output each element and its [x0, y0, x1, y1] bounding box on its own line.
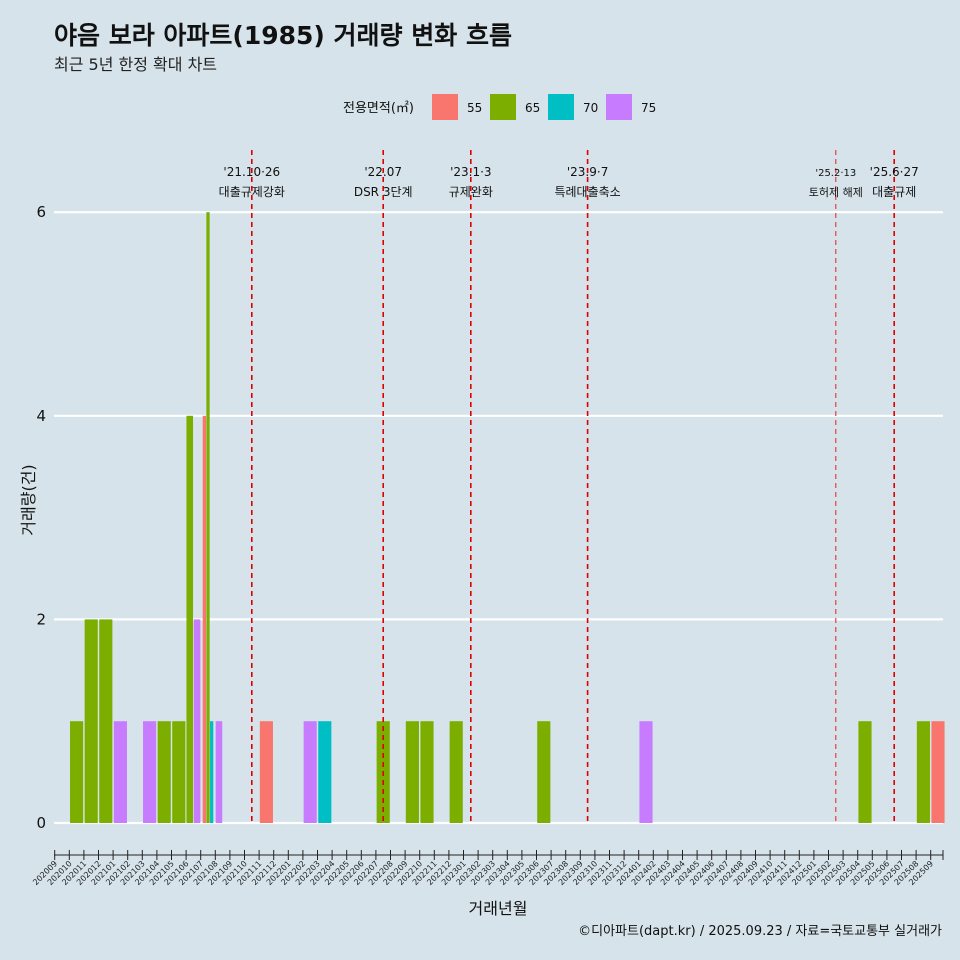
bar-75-202108 — [215, 721, 223, 823]
x-axis-title: 거래년월 — [469, 899, 528, 918]
bar-65-202212 — [449, 721, 463, 823]
bar-70-202107 — [210, 721, 214, 823]
y-axis-title: 거래량(건) — [19, 464, 38, 535]
annotation-label: DSR 3단계 — [354, 185, 413, 199]
bar-65-202306 — [537, 721, 551, 823]
annotation-label: 토허제 해제 — [809, 185, 863, 199]
bar-65-202010 — [70, 721, 84, 823]
bar-65-202210 — [420, 721, 434, 823]
annotation-date: '22.07 — [364, 165, 402, 179]
legend-key-55 — [432, 94, 458, 120]
legend-key-65 — [490, 94, 516, 120]
y-tick-label: 2 — [36, 610, 46, 628]
legend-key-75 — [606, 94, 632, 120]
annotation-label: 대출규제 — [872, 185, 916, 199]
x-axis: 2020092020102020112020122021012021022021… — [31, 850, 944, 887]
bar-65-202104 — [157, 721, 171, 823]
bar-75-202106 — [193, 619, 201, 823]
bar-70-202203 — [318, 721, 332, 823]
bar-75-202202 — [303, 721, 317, 823]
chart-title: 야음 보라 아파트(1985) 거래량 변화 흐름 — [54, 21, 512, 50]
annotation-label: 특례대출축소 — [554, 185, 620, 199]
bar-55-202509 — [931, 721, 945, 823]
legend: 전용면적(㎡) 55 65 70 75 — [343, 94, 656, 120]
legend-label-70: 70 — [583, 101, 598, 115]
legend-label-65: 65 — [525, 101, 540, 115]
y-axis: 0 2 4 6 — [36, 203, 46, 832]
legend-key-70 — [548, 94, 574, 120]
bar-65-202504 — [858, 721, 872, 823]
annotation-date: '25.2·13 — [815, 168, 856, 179]
legend-label-55: 55 — [467, 101, 482, 115]
bar-65-202106 — [186, 415, 194, 823]
y-tick-label: 0 — [36, 814, 46, 832]
annotation-date: '23.1·3 — [450, 165, 491, 179]
annotation-date: '21.10·26 — [223, 165, 280, 179]
bar-65-202209 — [405, 721, 419, 823]
annotation-date: '25.6·27 — [870, 165, 919, 179]
annotation-date: '23.9·7 — [567, 165, 608, 179]
bar-55-202111 — [259, 721, 273, 823]
grid — [54, 211, 943, 825]
bar-65-202107 — [206, 212, 210, 823]
bar-75-202103 — [143, 721, 157, 823]
annotations: '21.10·26 대출규제강화 '22.07 DSR 3단계 '23.1·3 규제완화 '… — [219, 150, 919, 823]
annotation-label: 대출규제강화 — [219, 185, 285, 199]
annotation-label: 규제완화 — [449, 185, 493, 199]
bar-65-202508 — [916, 721, 930, 823]
bar-65-202011 — [84, 619, 98, 823]
legend-label-75: 75 — [641, 101, 656, 115]
y-tick-label: 6 — [36, 203, 46, 221]
chart-subtitle: 최근 5년 한정 확대 차트 — [54, 55, 217, 74]
bar-75-202401 — [639, 721, 653, 823]
bar-75-202101 — [113, 721, 127, 823]
caption: ©디아파트(dapt.kr) / 2025.09.23 / 자료=국토교통부 실… — [578, 924, 942, 939]
bar-55-202107 — [202, 415, 206, 823]
bar-65-202012 — [99, 619, 113, 823]
bar-65-202105 — [172, 721, 186, 823]
legend-title: 전용면적(㎡) — [343, 101, 414, 116]
bars — [70, 212, 945, 823]
y-tick-label: 4 — [36, 407, 46, 425]
